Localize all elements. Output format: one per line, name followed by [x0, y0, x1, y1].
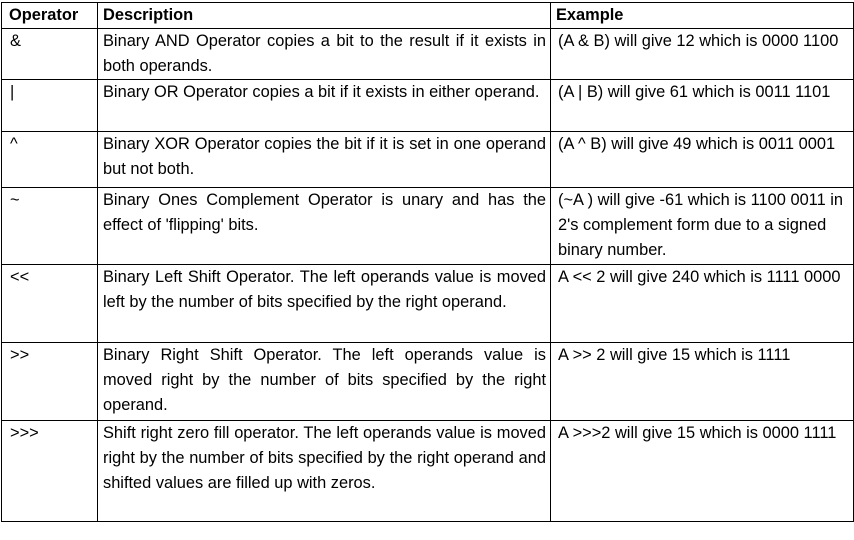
- example-cell: A >>>2 will give 15 which is 0000 1111: [550, 420, 854, 522]
- table-row: | Binary OR Operator copies a bit if it …: [1, 79, 854, 132]
- table-header: Operator Description Example: [1, 2, 854, 29]
- example-cell: A >> 2 will give 15 which is 1111: [550, 342, 854, 421]
- operator-cell: &: [1, 28, 98, 80]
- example-cell: (A | B) will give 61 which is 0011 1101: [550, 79, 854, 132]
- table-row: & Binary AND Operator copies a bit to th…: [1, 28, 854, 80]
- operator-cell: >>>: [1, 420, 98, 522]
- table-body: & Binary AND Operator copies a bit to th…: [1, 28, 854, 522]
- example-cell: (A & B) will give 12 which is 0000 1100: [550, 28, 854, 80]
- description-cell: Shift right zero fill operator. The left…: [97, 420, 551, 522]
- operator-cell: <<: [1, 264, 98, 343]
- description-cell: Binary OR Operator copies a bit if it ex…: [97, 79, 551, 132]
- header-operator: Operator: [1, 2, 98, 29]
- table-row: >>> Shift right zero fill operator. The …: [1, 420, 854, 522]
- description-cell: Binary Left Shift Operator. The left ope…: [97, 264, 551, 343]
- description-cell: Binary Right Shift Operator. The left op…: [97, 342, 551, 421]
- example-cell: (A ^ B) will give 49 which is 0011 0001: [550, 131, 854, 188]
- operator-cell: >>: [1, 342, 98, 421]
- header-description: Description: [97, 2, 551, 29]
- header-row: Operator Description Example: [1, 2, 854, 29]
- description-cell: Binary AND Operator copies a bit to the …: [97, 28, 551, 80]
- bitwise-operators-table: Operator Description Example & Binary AN…: [1, 2, 854, 522]
- example-cell: A << 2 will give 240 which is 1111 0000: [550, 264, 854, 343]
- operator-cell: |: [1, 79, 98, 132]
- operator-cell: ^: [1, 131, 98, 188]
- description-cell: Binary Ones Complement Operator is unary…: [97, 187, 551, 265]
- table-row: >> Binary Right Shift Operator. The left…: [1, 342, 854, 421]
- example-cell: (~A ) will give -61 which is 1100 0011 i…: [550, 187, 854, 265]
- description-cell: Binary XOR Operator copies the bit if it…: [97, 131, 551, 188]
- table-row: ~ Binary Ones Complement Operator is una…: [1, 187, 854, 265]
- table-row: << Binary Left Shift Operator. The left …: [1, 264, 854, 343]
- operator-cell: ~: [1, 187, 98, 265]
- header-example: Example: [550, 2, 854, 29]
- table-row: ^ Binary XOR Operator copies the bit if …: [1, 131, 854, 188]
